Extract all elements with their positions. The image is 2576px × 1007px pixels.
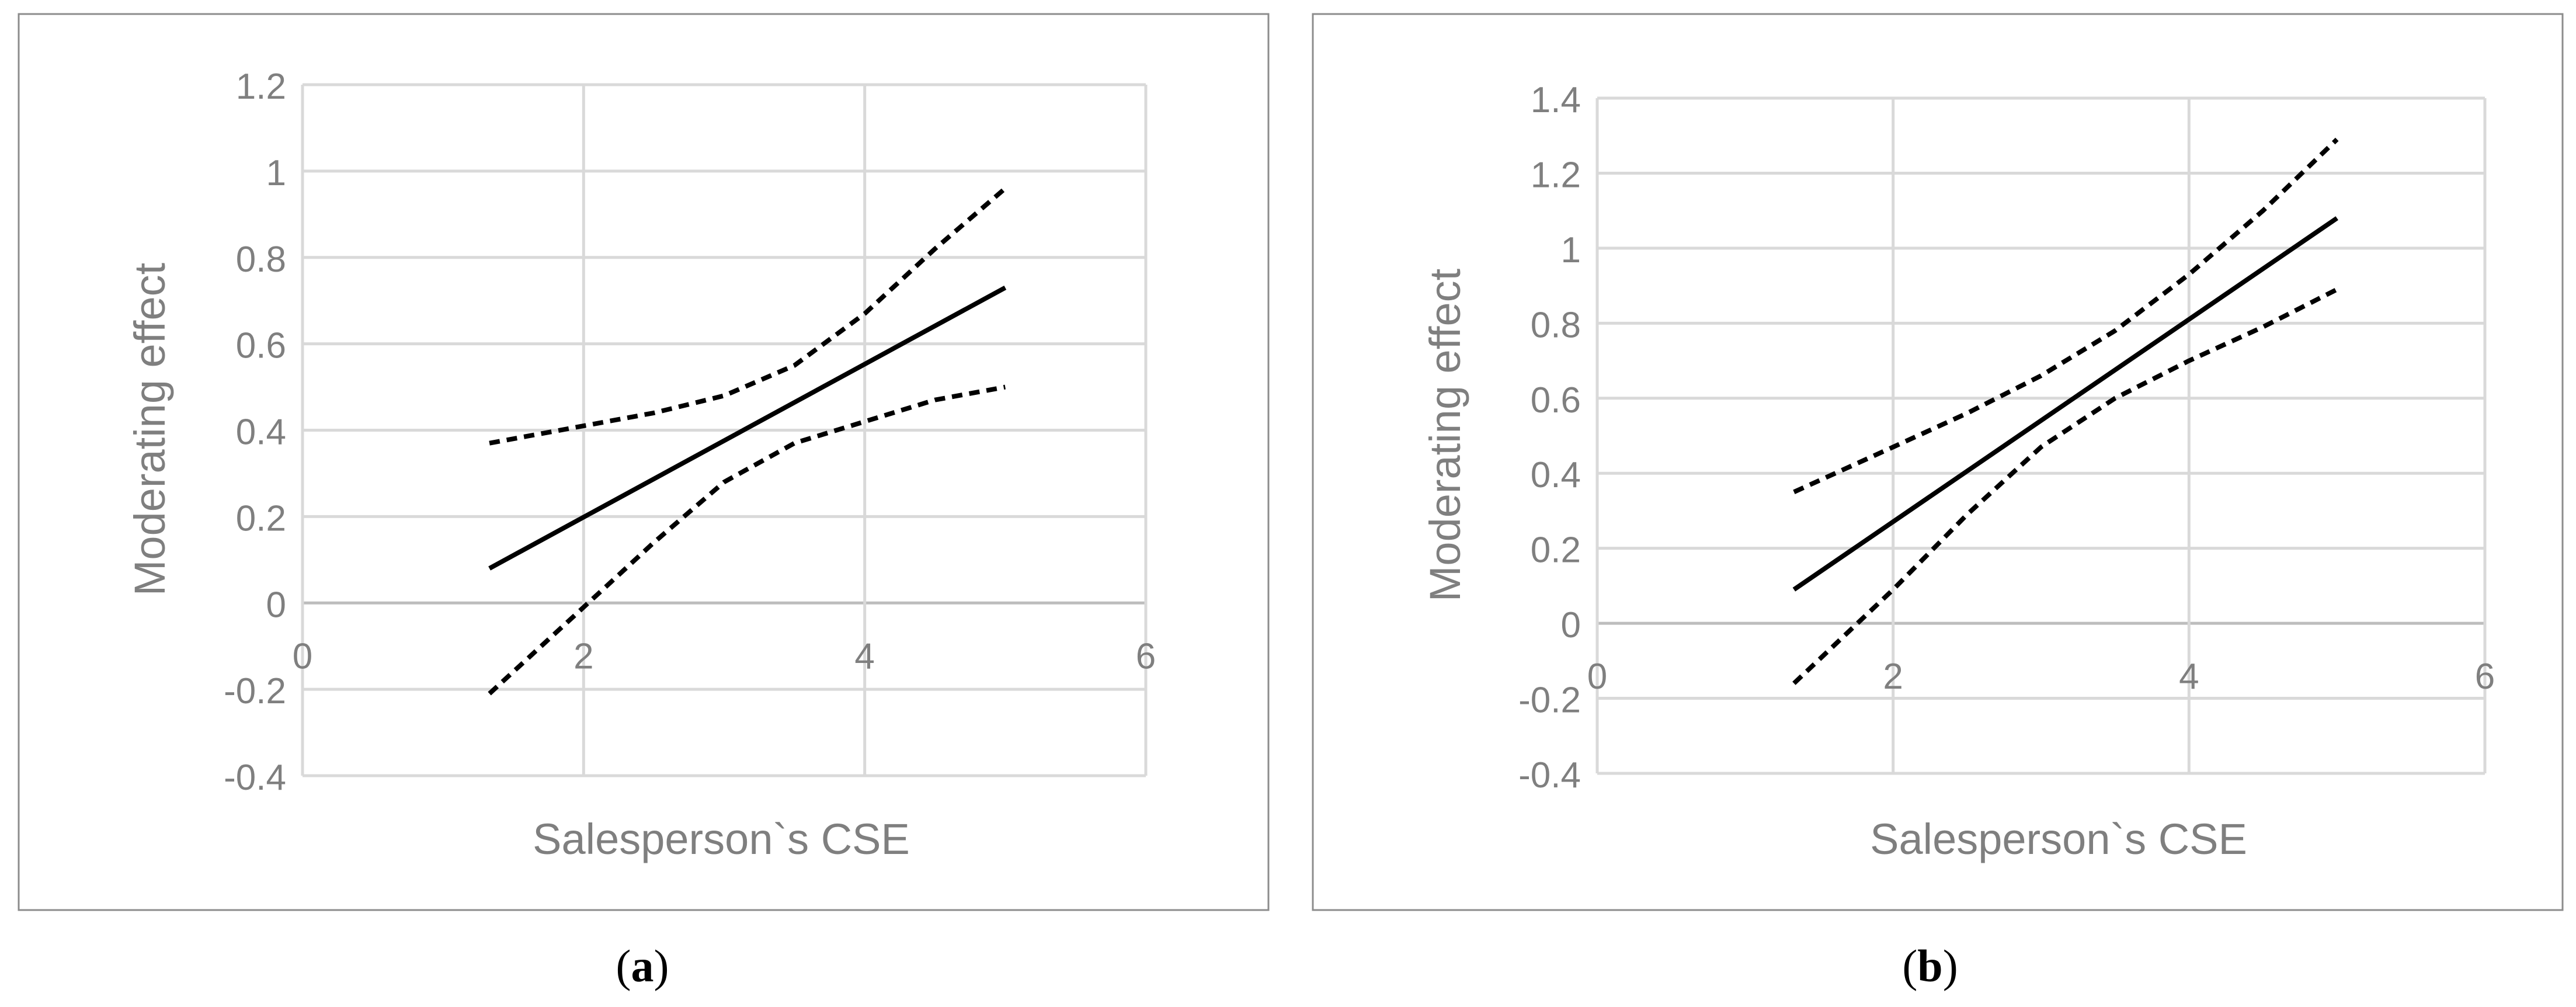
y-tick-label-b: 1.4 <box>1531 80 1581 120</box>
y-tick-label-b: 0.4 <box>1531 455 1581 495</box>
y-tick-label-b: 0.2 <box>1531 530 1581 571</box>
y-tick-label-b: 1.2 <box>1531 155 1581 195</box>
y-tick-label-a: 1.2 <box>236 67 286 107</box>
y-tick-label-a: 0 <box>266 585 286 625</box>
x-tick-label-a: 0 <box>293 636 312 676</box>
y-tick-label-a: -0.2 <box>224 671 286 711</box>
confidence-bound-line-b <box>1793 137 2339 494</box>
confidence-bound-line-b <box>1792 287 2338 685</box>
x-tick-label-a: 6 <box>1136 636 1156 676</box>
grid-b <box>1595 96 2487 775</box>
confidence-bound-line-a <box>488 384 1006 696</box>
y-tick-label-a: 1 <box>266 153 286 193</box>
y-tick-label-b: 0 <box>1561 605 1581 645</box>
estimate-line-a <box>488 285 1007 571</box>
y-tick-label-a: 0.6 <box>236 326 286 366</box>
chart-frame-a <box>18 13 1270 911</box>
series-group-b <box>1792 137 2339 685</box>
y-tick-label-b: -0.4 <box>1518 755 1581 796</box>
y-tick-label-a: 0.8 <box>236 239 286 280</box>
x-tick-label-b: 6 <box>2475 657 2495 697</box>
panel-label-b: (b) <box>1902 940 1958 991</box>
y-tick-label-a: 0.2 <box>236 498 286 539</box>
ticks-a: -0.4-0.200.20.40.60.811.20 2 4 6 <box>224 67 1156 798</box>
x-tick-label-a: 4 <box>854 636 874 676</box>
y-tick-label-b: 0.8 <box>1531 305 1581 345</box>
x-tick-label-b: 4 <box>2179 657 2199 697</box>
y-tick-label-b: 1 <box>1561 230 1581 270</box>
y-axis-label-b: Moderating effect <box>1421 268 1469 602</box>
x-axis-label-b: Salesperson`s CSE <box>1870 815 2247 863</box>
x-tick-label-a: 2 <box>573 636 593 676</box>
chart-frame-b <box>1312 13 2564 911</box>
x-axis-label-a: Salesperson`s CSE <box>533 815 910 863</box>
panel-label-a: (a) <box>616 940 669 991</box>
y-axis-label-a: Moderating effect <box>126 262 174 596</box>
y-tick-label-b: 0.6 <box>1531 380 1581 421</box>
estimate-line-b <box>1792 216 2338 592</box>
confidence-bound-line-a <box>489 186 1007 446</box>
y-tick-label-b: -0.2 <box>1518 680 1581 721</box>
y-tick-label-a: 0.4 <box>236 412 286 453</box>
series-group-a <box>488 186 1007 696</box>
chart-panel-a: -0.4-0.200.20.40.60.811.20 2 4 6 Salesperso… <box>18 13 1270 991</box>
ticks-b: -0.4-0.200.20.40.60.811.21.40 2 4 6 <box>1518 80 2495 796</box>
grid-a <box>301 83 1148 777</box>
x-tick-label-b: 2 <box>1883 657 1903 697</box>
x-tick-label-b: 0 <box>1587 657 1607 697</box>
y-tick-label-a: -0.4 <box>224 758 286 798</box>
chart-panel-b: -0.4-0.200.20.40.60.811.21.40 2 4 6 Salespe… <box>1312 13 2564 991</box>
